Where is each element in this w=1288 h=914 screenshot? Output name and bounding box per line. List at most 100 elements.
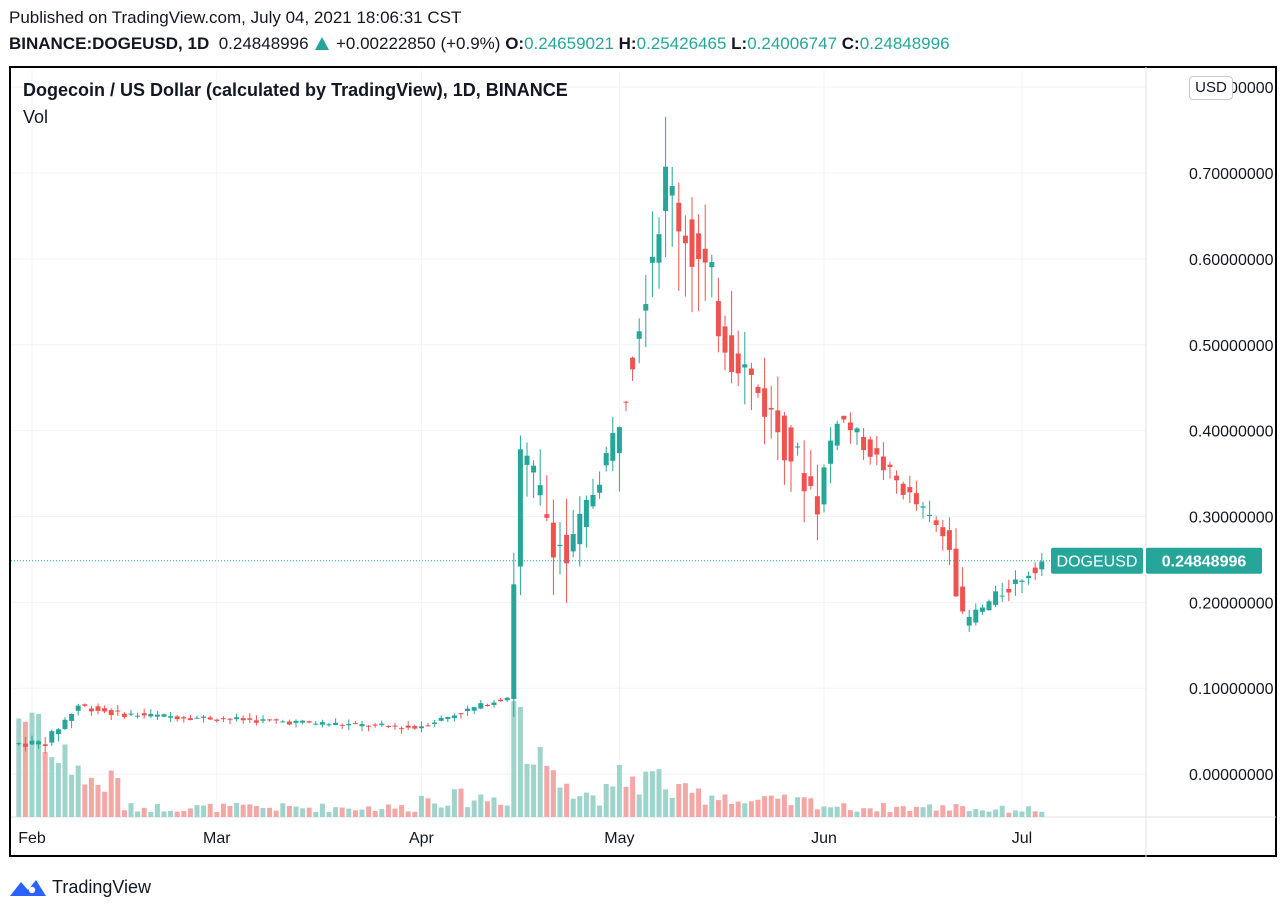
published-note: Published on TradingView.com, July 04, 2… <box>9 8 462 27</box>
candle-body <box>920 506 926 508</box>
candle-body <box>372 724 378 726</box>
volume-bar <box>821 806 827 817</box>
volume-bar <box>715 800 721 817</box>
volume-bar <box>517 707 523 817</box>
volume-bar <box>676 783 682 817</box>
candle-body <box>801 473 807 492</box>
candle-body <box>326 724 332 726</box>
volume-bar <box>577 796 583 817</box>
candle-body <box>808 476 814 486</box>
candle-body <box>570 534 576 552</box>
volume-bar <box>583 792 589 817</box>
candle-body <box>676 202 682 232</box>
candle-body <box>511 584 517 700</box>
candle-body <box>861 437 867 451</box>
volume-bar <box>781 794 787 817</box>
candle-body <box>425 725 431 727</box>
candle-body <box>392 725 398 727</box>
volume-bar <box>432 803 438 817</box>
candle-body <box>781 415 787 461</box>
candle-body <box>894 475 900 481</box>
volume-bar <box>346 808 352 817</box>
volume-bar <box>491 797 497 817</box>
candle-body <box>306 721 312 723</box>
volume-bar <box>359 809 365 817</box>
candle-body <box>544 514 550 518</box>
candle-body <box>227 718 233 720</box>
candle-body <box>181 717 187 719</box>
volume-bar <box>82 784 88 817</box>
candle-body <box>887 464 893 467</box>
up-arrow-icon <box>315 37 330 50</box>
high-value: 0.25426465 <box>636 34 727 53</box>
x-tick-label: Jun <box>811 830 837 847</box>
candle-body <box>709 262 715 268</box>
volume-bar <box>597 805 603 817</box>
candle-body <box>253 720 259 723</box>
volume-bar <box>154 803 160 817</box>
candle-body <box>405 725 411 728</box>
volume-bar <box>62 744 68 817</box>
candle-body <box>913 493 919 505</box>
candle-body <box>946 530 952 550</box>
volume-bar <box>1012 810 1018 817</box>
volume-bar <box>907 810 913 817</box>
chart-title: Dogecoin / US Dollar (calculated by Trad… <box>23 80 568 100</box>
volume-bar <box>445 805 451 817</box>
volume-bar <box>465 807 471 817</box>
volume-bar <box>722 794 728 817</box>
volume-bar <box>531 764 537 817</box>
volume-bar <box>861 808 867 817</box>
candle-body <box>788 427 794 462</box>
candle-body <box>465 708 471 712</box>
volume-bar <box>75 765 81 817</box>
volume-bar <box>537 746 543 817</box>
candle-body <box>220 718 226 720</box>
candle-body <box>953 548 959 597</box>
tradingview-logo-icon <box>10 880 46 896</box>
volume-bar <box>656 769 662 817</box>
candle-body <box>174 716 180 720</box>
volume-bar <box>300 808 306 817</box>
candle-body <box>1006 588 1012 593</box>
candle-body <box>234 717 240 720</box>
volume-bar <box>966 811 972 817</box>
volume-bar <box>649 771 655 817</box>
volume-bar <box>174 811 180 817</box>
candle-body <box>1039 561 1045 570</box>
volume-bar <box>88 777 94 817</box>
volume-bar <box>682 783 688 817</box>
volume-bar <box>22 721 28 817</box>
candle-body <box>385 725 391 727</box>
volume-bar <box>762 796 768 817</box>
candle-body <box>161 714 167 717</box>
candle-body <box>352 723 358 725</box>
footer-brand[interactable]: TradingView <box>10 876 151 898</box>
candle-body <box>154 714 160 717</box>
volume-bar <box>293 806 299 817</box>
open-label: O: <box>505 34 525 53</box>
volume-bar <box>49 757 55 817</box>
volume-label: Vol <box>23 107 49 127</box>
y-tick-label: 0.10000000 <box>1189 681 1274 698</box>
volume-bar <box>946 810 952 817</box>
candle-body <box>590 494 596 507</box>
volume-bar <box>709 795 715 817</box>
candle-body <box>187 718 193 721</box>
volume-bar <box>841 803 847 817</box>
symbol-tag-box <box>1051 547 1143 574</box>
volume-bar <box>874 811 880 817</box>
candle-body <box>240 718 246 721</box>
volume-bar <box>557 787 563 817</box>
volume-bar <box>550 770 556 817</box>
volume-bar <box>570 798 576 817</box>
candle-body <box>762 388 768 417</box>
currency-button[interactable]: USD <box>1189 76 1233 100</box>
candle-body <box>471 707 477 711</box>
candle-body <box>636 331 642 339</box>
volume-bar <box>735 801 741 817</box>
candle-body <box>273 719 279 721</box>
volume-bar <box>590 795 596 817</box>
volume-bar <box>458 788 464 817</box>
